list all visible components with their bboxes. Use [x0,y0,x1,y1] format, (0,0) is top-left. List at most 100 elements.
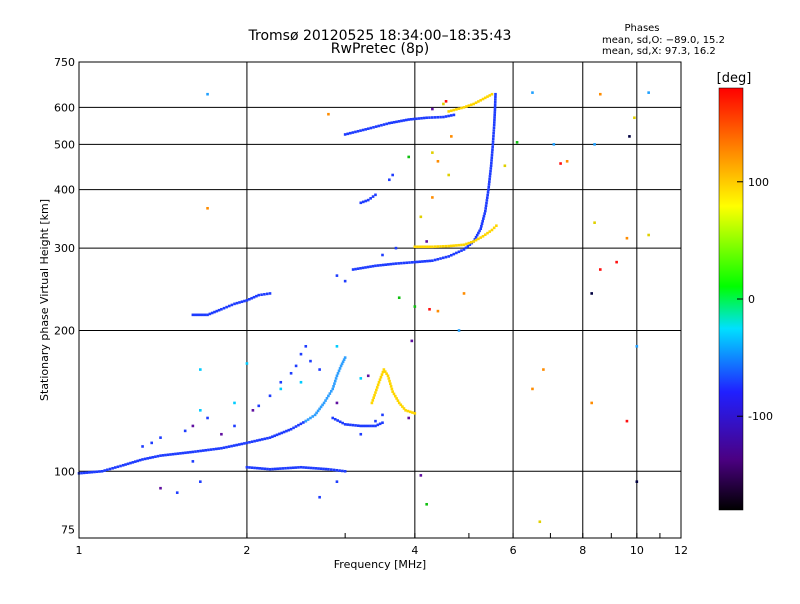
data-point [457,250,461,254]
data-point [232,444,236,447]
data-point [245,441,249,445]
data-point [306,418,310,421]
data-point [392,262,395,266]
data-point [372,126,375,129]
data-point [206,313,209,317]
data-point [161,454,165,457]
data-point [402,261,406,265]
data-point [469,240,473,244]
data-point [598,92,602,96]
data-point [428,259,432,263]
data-point [449,114,453,117]
data-point [395,120,398,124]
data-point [333,417,337,421]
data-point [488,175,492,178]
y-tick-label: 500 [54,138,75,151]
data-point [486,95,489,98]
data-point [491,148,494,152]
data-point [472,240,476,243]
data-point [490,151,494,154]
data-point [389,262,393,266]
data-point [407,118,411,121]
data-point [324,467,328,471]
data-point [431,259,434,262]
data-point [483,96,487,100]
data-point [481,219,484,223]
data-point [420,116,423,120]
data-point [90,470,94,474]
data-point [156,454,160,458]
data-point [95,470,99,474]
data-point [455,108,458,111]
data-point [480,222,484,226]
data-point [271,435,274,439]
data-point [386,374,390,378]
data-point [425,240,428,243]
chart-subtitle: RwPretec (8p) [331,41,429,57]
data-point [492,129,496,132]
data-point [593,143,596,146]
data-point [413,412,417,415]
data-point [425,502,428,506]
data-point [328,392,332,395]
data-point [452,244,456,247]
data-point [287,428,291,432]
data-point [209,448,213,451]
plot-frame [78,61,682,539]
data-point [387,377,391,380]
colorbar-label: [deg] [717,71,752,86]
data-point [489,167,493,170]
data-point [257,293,261,297]
data-point [493,100,497,104]
data-point [129,461,132,465]
data-point [339,364,343,368]
data-point [266,467,269,471]
data-point [472,102,476,106]
data-point [444,255,448,259]
data-point [359,266,362,270]
data-point [191,313,195,317]
data-point [491,140,495,143]
data-point [388,178,391,182]
data-point [366,424,370,428]
data-point [217,447,221,450]
data-point [351,423,355,427]
data-point [334,377,338,380]
data-point [408,410,412,414]
data-point [542,368,545,371]
colorbar-tick-label: 0 [748,293,755,306]
data-point [98,470,101,473]
data-point [647,91,650,94]
data-point [488,172,492,176]
data-point [374,193,377,197]
data-point [183,429,187,433]
data-point [273,467,277,471]
data-point [402,119,406,122]
data-point [474,235,478,239]
data-point [299,352,303,356]
data-point [343,356,347,359]
data-point [426,245,429,249]
data-point [191,450,195,454]
data-point [356,267,360,270]
data-point [483,209,487,213]
data-point [388,379,391,383]
data-point [258,467,262,470]
data-point [490,92,494,96]
data-point [255,294,258,298]
colorbar-tick-label: -100 [748,410,773,423]
data-point [407,155,411,159]
data-point [333,382,336,385]
data-point [171,452,175,456]
data-point [399,403,403,407]
data-point [255,466,259,470]
data-point [402,407,406,410]
data-point [531,387,534,391]
data-point [191,424,195,428]
data-point [447,110,451,113]
data-point [268,467,272,471]
data-point [494,95,497,99]
data-point [538,520,542,524]
data-point [418,260,422,264]
data-point [378,422,382,426]
